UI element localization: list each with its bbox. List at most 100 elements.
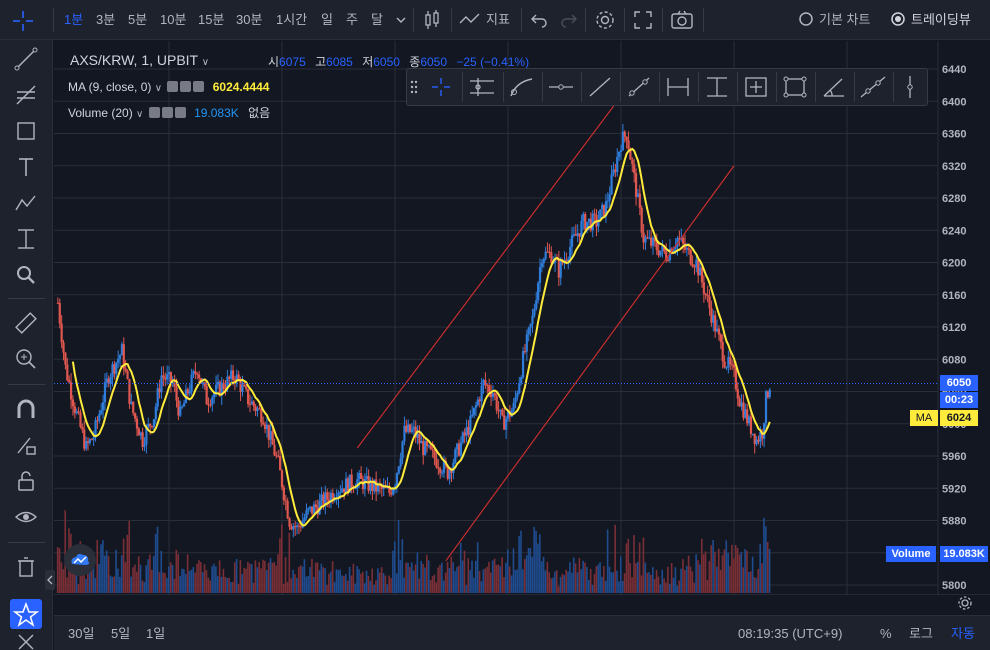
candle-body bbox=[216, 381, 220, 385]
indicators-button[interactable]: 지표 bbox=[486, 12, 510, 27]
text-tool-icon[interactable] bbox=[13, 154, 39, 180]
countdown-label: 00:23 bbox=[940, 392, 978, 408]
candle-body bbox=[418, 433, 421, 444]
basic-chart-option[interactable]: 기본 차트 bbox=[819, 12, 871, 27]
date-price-range-icon[interactable] bbox=[738, 72, 774, 102]
volume-bar bbox=[277, 554, 279, 593]
eye-toggle-icon[interactable] bbox=[148, 107, 160, 118]
interval-5m[interactable]: 5분 bbox=[128, 12, 148, 27]
ma-label[interactable]: MA (9, close, 0) bbox=[68, 80, 152, 94]
candle-body bbox=[60, 323, 63, 343]
volume-bar bbox=[256, 567, 259, 593]
eye-toggle-icon[interactable] bbox=[167, 81, 179, 92]
indicators-icon[interactable] bbox=[458, 9, 482, 31]
chevron-down-icon[interactable]: ∨ bbox=[136, 109, 144, 120]
candle-body bbox=[326, 492, 329, 500]
collapse-sidebar-button[interactable] bbox=[45, 570, 55, 590]
range-30d[interactable]: 30일 bbox=[68, 626, 95, 641]
parallel-lines-icon[interactable] bbox=[464, 72, 500, 102]
close-mini-icon[interactable] bbox=[174, 107, 186, 118]
interval-10m[interactable]: 10분 bbox=[160, 12, 187, 27]
measure-tool-icon[interactable] bbox=[13, 226, 39, 252]
volume-bar bbox=[143, 582, 146, 593]
vertical-line-icon[interactable] bbox=[892, 72, 928, 102]
volume-bar bbox=[373, 584, 375, 593]
settings-mini-icon[interactable] bbox=[180, 81, 192, 92]
fullscreen-icon[interactable] bbox=[632, 9, 654, 31]
candle-body bbox=[348, 474, 351, 493]
range-1d[interactable]: 1일 bbox=[146, 626, 166, 641]
interval-30m[interactable]: 30분 bbox=[236, 12, 263, 27]
radio-unchecked-icon[interactable] bbox=[798, 11, 814, 27]
candle-body bbox=[130, 401, 133, 404]
candle-body bbox=[459, 442, 463, 456]
zoom-search-icon[interactable] bbox=[13, 262, 39, 288]
drag-handle-icon[interactable] bbox=[410, 79, 418, 95]
candle-body bbox=[327, 499, 331, 503]
volume-bar bbox=[706, 580, 709, 593]
favorites-star-button[interactable] bbox=[10, 599, 42, 629]
pattern-tool-icon[interactable] bbox=[13, 190, 39, 216]
percent-toggle[interactable]: % bbox=[880, 626, 892, 641]
trend-line-tool-icon[interactable] bbox=[13, 46, 39, 72]
date-range-icon[interactable] bbox=[660, 72, 696, 102]
range-5d[interactable]: 5일 bbox=[111, 626, 131, 641]
brush-icon[interactable] bbox=[504, 72, 540, 102]
candle-body bbox=[132, 401, 135, 414]
candle-style-icon[interactable] bbox=[420, 8, 444, 32]
volume-label[interactable]: Volume (20) bbox=[68, 106, 133, 120]
volume-bar bbox=[520, 530, 522, 593]
camera-screenshot-icon[interactable] bbox=[670, 9, 694, 31]
axis-settings-gear-icon[interactable] bbox=[956, 594, 974, 612]
magnet-icon[interactable] bbox=[13, 396, 39, 422]
interval-day[interactable]: 일 bbox=[321, 12, 333, 27]
price-range-icon[interactable] bbox=[699, 72, 735, 102]
interval-1m[interactable]: 1분 bbox=[64, 12, 84, 27]
interval-15m[interactable]: 15분 bbox=[198, 12, 225, 27]
chevron-down-icon[interactable]: ∨ bbox=[154, 83, 163, 94]
rectangle-tool-icon[interactable] bbox=[13, 118, 39, 144]
settings-gear-icon[interactable] bbox=[593, 8, 617, 32]
lock-pencil-icon[interactable] bbox=[13, 432, 39, 458]
close-mini-icon[interactable] bbox=[193, 81, 205, 92]
candle-body bbox=[538, 267, 542, 283]
rectangle-shape-icon[interactable] bbox=[777, 72, 813, 102]
trend-line-icon[interactable] bbox=[582, 72, 618, 102]
eye-icon[interactable] bbox=[13, 504, 39, 530]
close-x-icon[interactable] bbox=[14, 632, 38, 650]
auto-toggle[interactable]: 자동 bbox=[951, 626, 975, 641]
extended-line-icon[interactable] bbox=[855, 72, 891, 102]
zoom-in-icon[interactable] bbox=[13, 346, 39, 372]
chevron-down-icon[interactable]: ∨ bbox=[201, 57, 210, 68]
clock[interactable]: 08:19:35 (UTC+9) bbox=[738, 626, 843, 641]
angle-line-icon[interactable] bbox=[816, 72, 852, 102]
candle-body bbox=[218, 381, 221, 396]
log-toggle[interactable]: 로그 bbox=[909, 626, 933, 641]
ray-line-icon[interactable] bbox=[621, 72, 657, 102]
crosshair-menu-icon[interactable] bbox=[10, 8, 36, 34]
interval-month[interactable]: 달 bbox=[371, 12, 383, 27]
ruler-icon[interactable] bbox=[13, 310, 39, 336]
symbol-title[interactable]: AXS/KRW, 1, UPBIT bbox=[70, 52, 198, 68]
candle-body bbox=[311, 506, 314, 514]
candle-body bbox=[363, 478, 366, 490]
fib-tool-icon[interactable] bbox=[13, 82, 39, 108]
radio-checked-icon[interactable] bbox=[890, 11, 906, 27]
interval-week[interactable]: 주 bbox=[346, 12, 358, 27]
volume-bar bbox=[275, 565, 277, 593]
unlock-icon[interactable] bbox=[13, 468, 39, 494]
trash-icon[interactable] bbox=[13, 554, 39, 580]
crosshair-tool-icon[interactable] bbox=[423, 72, 459, 102]
redo-icon[interactable] bbox=[560, 11, 578, 29]
interval-3m[interactable]: 3분 bbox=[96, 12, 116, 27]
chevron-down-icon[interactable] bbox=[395, 14, 407, 26]
interval-1h[interactable]: 1시간 bbox=[276, 12, 308, 27]
price-chart[interactable]: 6440 6400 6360 6320 6280 6240 6200 6160 6120 6080… bbox=[54, 41, 990, 595]
tradingview-logo[interactable] bbox=[64, 544, 96, 576]
horizontal-ray-icon[interactable] bbox=[543, 72, 579, 102]
chart-pane[interactable]: 6440 6400 6360 6320 6280 6240 6200 6160 6120 6080… bbox=[54, 41, 990, 595]
undo-icon[interactable] bbox=[530, 11, 548, 29]
tradingview-option[interactable]: 트레이딩뷰 bbox=[911, 12, 971, 27]
settings-mini-icon[interactable] bbox=[161, 107, 173, 118]
volume-bar bbox=[414, 564, 417, 593]
